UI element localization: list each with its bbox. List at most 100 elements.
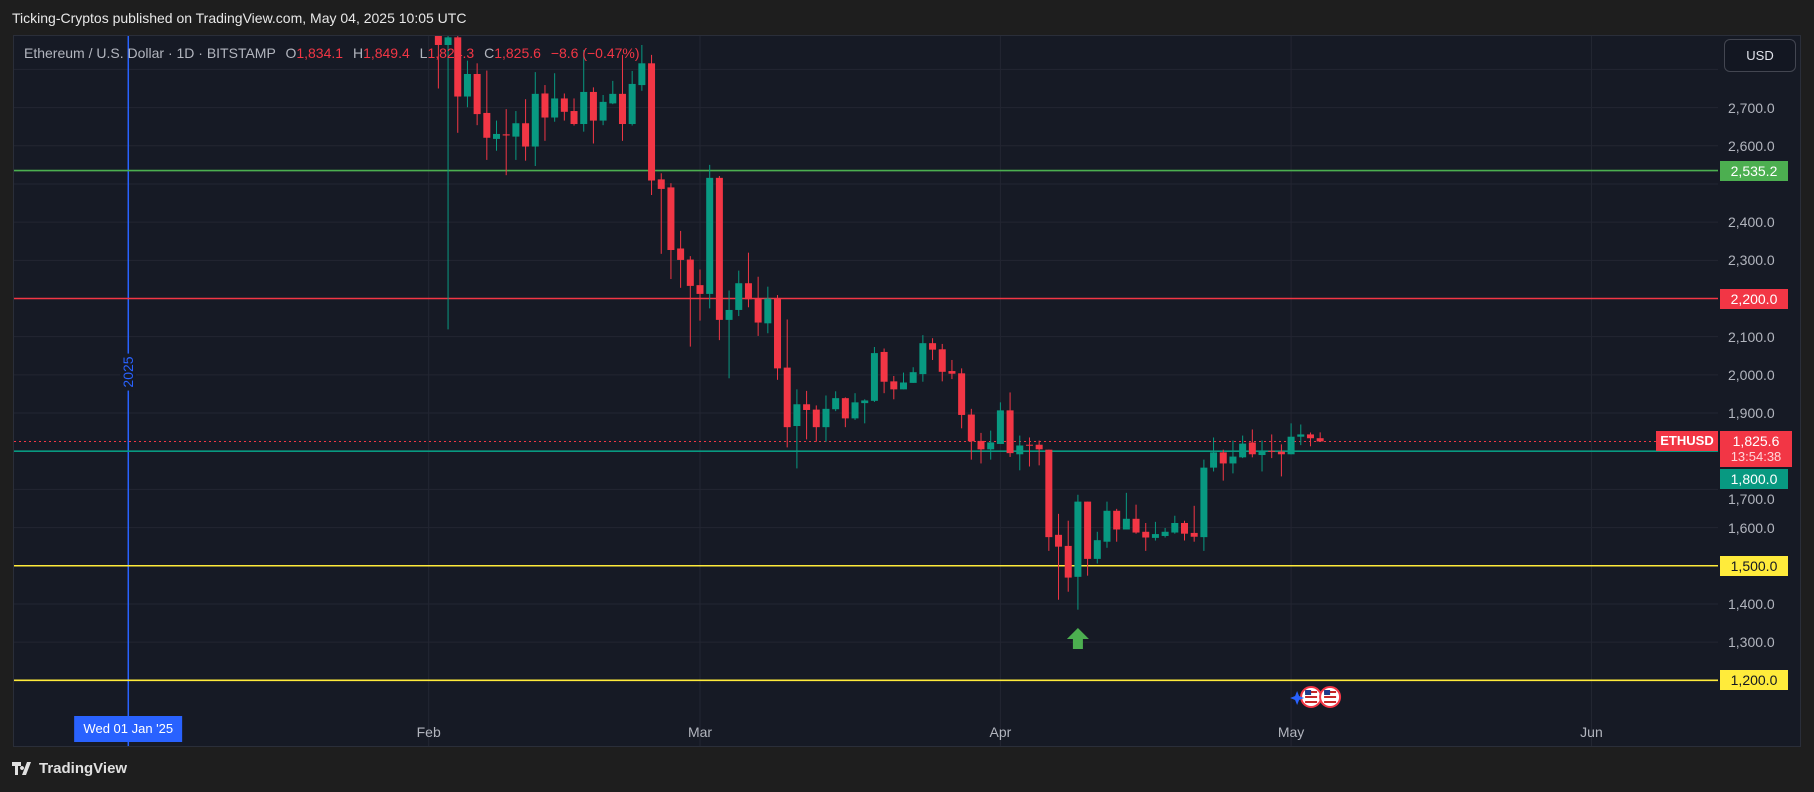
candle-body (1171, 522, 1179, 533)
candle-body (996, 410, 1004, 444)
open-value: 1,834.1 (296, 45, 344, 61)
candle (1074, 494, 1082, 610)
candle (1142, 522, 1150, 551)
candle-body (677, 248, 685, 260)
candle-body (473, 74, 481, 115)
candle (1171, 515, 1179, 534)
candle (774, 295, 782, 380)
price-tick: 2,600.0 (1728, 137, 1775, 154)
candle-body (1006, 410, 1014, 454)
high-label: H (352, 45, 364, 61)
candle (996, 402, 1004, 444)
candle (551, 73, 559, 122)
change-value: −8.6 (−0.47%) (550, 45, 640, 61)
price-tick: 2,700.0 (1728, 99, 1775, 116)
level-price-badge: 1,800.0 (1720, 469, 1788, 490)
candle-body (1181, 522, 1188, 534)
candle (715, 175, 723, 341)
candle-body (1016, 445, 1024, 455)
candle (812, 405, 820, 442)
candle-body (754, 298, 762, 323)
candle-body (1219, 452, 1227, 464)
price-tick: 1,900.0 (1728, 405, 1775, 422)
candle-body (706, 177, 714, 294)
candle (1093, 531, 1101, 564)
candle (1239, 435, 1247, 459)
level-price-badge: 1,200.0 (1720, 670, 1788, 691)
candle-body (890, 381, 898, 390)
price-tick: 2,000.0 (1728, 366, 1775, 383)
price-tick: 2,100.0 (1728, 328, 1775, 345)
sparkle-icon (1290, 691, 1305, 705)
candle-body (909, 372, 917, 383)
candle-body (744, 283, 752, 300)
candle (929, 338, 937, 360)
candle-body (735, 283, 743, 310)
candle (909, 367, 917, 383)
bar-countdown: 13:54:38 (1730, 449, 1782, 465)
candle-body (1239, 443, 1247, 458)
candle-body (870, 353, 878, 401)
year-label: 2025 (120, 353, 137, 391)
publisher-line: Ticking-Cryptos published on TradingView… (12, 10, 467, 26)
brand-name: TradingView (39, 760, 128, 777)
candle-body (609, 93, 617, 104)
level-price-badge: 2,200.0 (1720, 288, 1788, 309)
symbol-title[interactable]: Ethereum / U.S. Dollar · 1D · BITSTAMP (24, 45, 276, 61)
candle (1287, 423, 1295, 455)
candle (1229, 440, 1237, 474)
chart-frame[interactable] (13, 35, 1801, 747)
candle-body (832, 398, 840, 410)
us-flag-icon (1319, 686, 1342, 708)
candle-body (560, 98, 568, 112)
candle-body (454, 37, 462, 97)
time-tick: Mar (687, 724, 713, 740)
price-tick: 1,600.0 (1728, 519, 1775, 536)
level-lines (14, 169, 1718, 682)
candle-body (1025, 444, 1033, 446)
candle (522, 99, 530, 161)
candle (1258, 440, 1266, 472)
candle (463, 60, 471, 108)
candle-body (1064, 545, 1072, 578)
candle-body (512, 123, 520, 137)
candle-body (1248, 442, 1256, 455)
candle-body (502, 134, 510, 136)
candle (1151, 521, 1159, 541)
candle-body (1055, 534, 1063, 547)
candle (618, 54, 626, 141)
candle (667, 183, 675, 280)
candle (793, 389, 801, 469)
candle-body (987, 442, 995, 450)
candle (1190, 505, 1198, 542)
tradingview-logo[interactable]: TradingView (12, 760, 127, 777)
candle-body (1142, 531, 1150, 538)
time-tick: Apr (989, 724, 1012, 740)
candle-body (861, 400, 869, 404)
candle (783, 319, 791, 448)
time-tick: Jun (1580, 724, 1603, 740)
symbol-price-tag: ETHUSD (1656, 431, 1718, 452)
candle (541, 85, 549, 141)
candle-body (589, 91, 597, 121)
candle-body (783, 367, 791, 428)
currency-button[interactable]: USD (1724, 39, 1796, 72)
candle (841, 397, 849, 428)
candle (1248, 429, 1256, 458)
candle-body (1122, 518, 1130, 530)
candle (1316, 432, 1324, 442)
candle (899, 372, 907, 390)
us-flag-icon (1300, 686, 1323, 708)
low-value: 1,824.3 (427, 45, 475, 61)
candle-body (648, 63, 656, 181)
price-tick: 2,300.0 (1728, 252, 1775, 269)
candle-body (1132, 518, 1140, 533)
candle (1045, 449, 1053, 551)
candle-body (483, 112, 491, 138)
current-price-badge: 1,825.6 13:54:38 (1720, 431, 1792, 468)
candle (512, 111, 520, 160)
ohlc-legend: Ethereum / U.S. Dollar · 1D · BITSTAMP O… (24, 45, 640, 61)
candle-body (803, 404, 811, 410)
candle (628, 70, 636, 126)
